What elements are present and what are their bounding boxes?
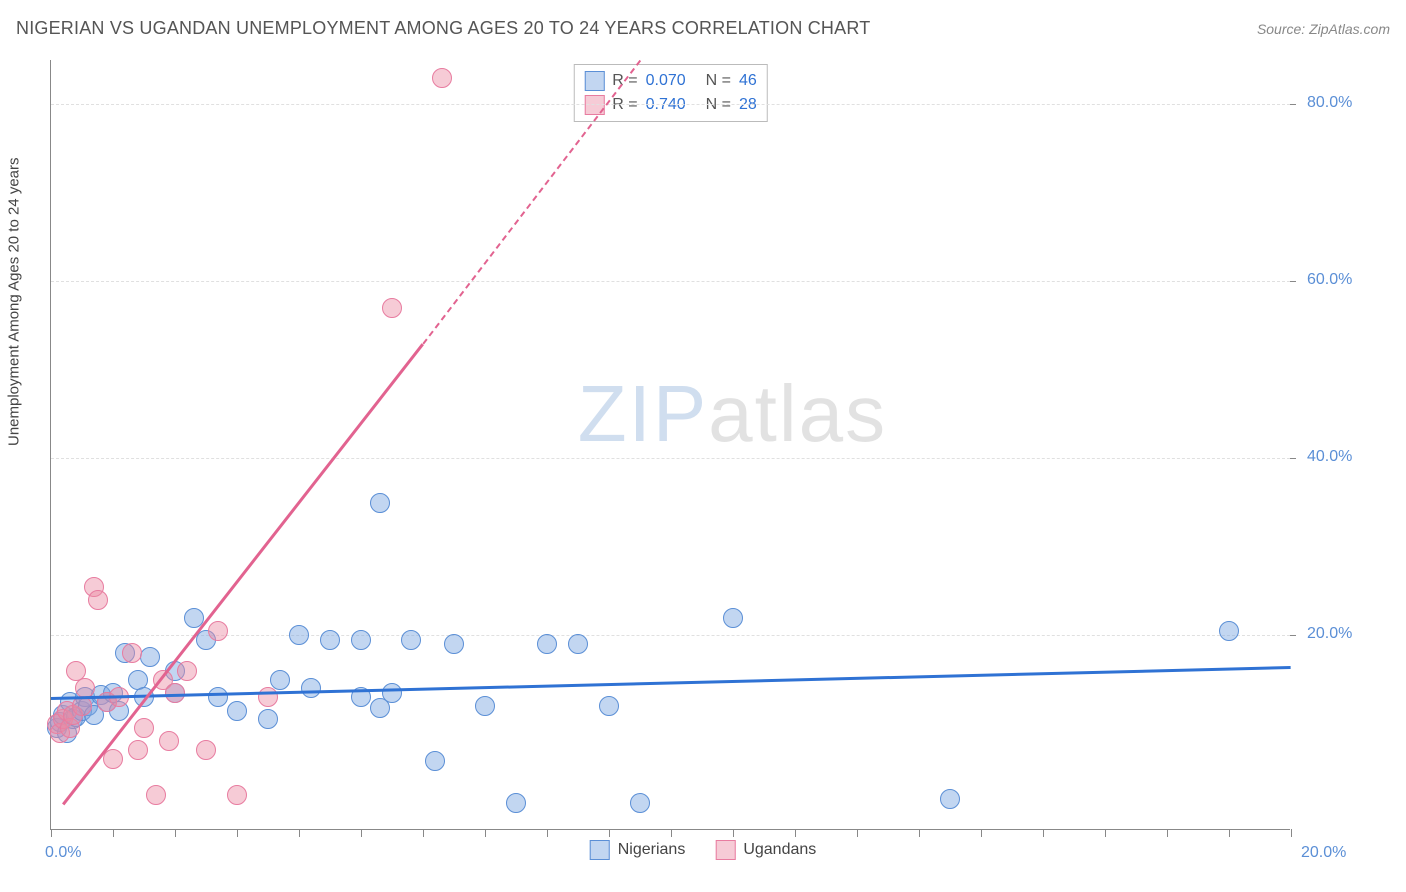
x-tick bbox=[857, 829, 858, 837]
data-point bbox=[227, 701, 247, 721]
x-tick bbox=[671, 829, 672, 837]
y-tick bbox=[1290, 635, 1296, 636]
data-point bbox=[475, 696, 495, 716]
data-point bbox=[444, 634, 464, 654]
x-tick bbox=[237, 829, 238, 837]
plot-area: ZIPatlas R = 0.070 N = 46 R = 0.740 N = … bbox=[50, 60, 1290, 830]
x-tick bbox=[299, 829, 300, 837]
legend-r-value: 0.070 bbox=[646, 72, 698, 90]
data-point bbox=[301, 678, 321, 698]
y-tick-label: 20.0% bbox=[1307, 625, 1352, 643]
y-tick bbox=[1290, 281, 1296, 282]
y-tick-label: 80.0% bbox=[1307, 94, 1352, 112]
chart-header: NIGERIAN VS UGANDAN UNEMPLOYMENT AMONG A… bbox=[16, 18, 1390, 39]
legend-stats-row: R = 0.070 N = 46 bbox=[584, 69, 756, 93]
data-point bbox=[351, 630, 371, 650]
data-point bbox=[146, 785, 166, 805]
legend-swatch bbox=[584, 71, 604, 91]
x-tick bbox=[51, 829, 52, 837]
legend-n-label: N = bbox=[706, 72, 731, 90]
chart-source: Source: ZipAtlas.com bbox=[1257, 21, 1390, 37]
gridline bbox=[51, 104, 1290, 105]
data-point bbox=[159, 731, 179, 751]
legend-item: Nigerians bbox=[590, 840, 686, 860]
legend-swatch bbox=[590, 840, 610, 860]
data-point bbox=[128, 740, 148, 760]
x-tick bbox=[733, 829, 734, 837]
x-tick bbox=[361, 829, 362, 837]
data-point bbox=[537, 634, 557, 654]
chart-title: NIGERIAN VS UGANDAN UNEMPLOYMENT AMONG A… bbox=[16, 18, 870, 39]
y-axis-title: Unemployment Among Ages 20 to 24 years bbox=[6, 157, 23, 446]
legend-label: Nigerians bbox=[618, 841, 686, 859]
data-point bbox=[506, 793, 526, 813]
data-point bbox=[382, 298, 402, 318]
x-tick bbox=[919, 829, 920, 837]
x-tick bbox=[795, 829, 796, 837]
x-tick bbox=[175, 829, 176, 837]
x-tick bbox=[547, 829, 548, 837]
data-point bbox=[258, 687, 278, 707]
x-tick-label: 0.0% bbox=[45, 844, 81, 862]
data-point bbox=[177, 661, 197, 681]
legend-stats: R = 0.070 N = 46 R = 0.740 N = 28 bbox=[573, 64, 767, 122]
y-tick-label: 40.0% bbox=[1307, 448, 1352, 466]
y-tick bbox=[1290, 458, 1296, 459]
data-point bbox=[425, 751, 445, 771]
data-point bbox=[432, 68, 452, 88]
x-tick bbox=[1229, 829, 1230, 837]
data-point bbox=[103, 749, 123, 769]
y-tick bbox=[1290, 104, 1296, 105]
data-point bbox=[72, 696, 92, 716]
trend-line bbox=[62, 344, 424, 806]
gridline bbox=[51, 635, 1290, 636]
x-tick bbox=[609, 829, 610, 837]
data-point bbox=[196, 740, 216, 760]
y-tick-label: 60.0% bbox=[1307, 271, 1352, 289]
legend-swatch bbox=[715, 840, 735, 860]
data-point bbox=[370, 493, 390, 513]
x-tick-label: 20.0% bbox=[1301, 844, 1346, 862]
data-point bbox=[382, 683, 402, 703]
watermark-zip: ZIP bbox=[578, 369, 708, 458]
gridline bbox=[51, 458, 1290, 459]
data-point bbox=[568, 634, 588, 654]
data-point bbox=[208, 621, 228, 641]
data-point bbox=[599, 696, 619, 716]
legend-n-value: 46 bbox=[739, 72, 757, 90]
data-point bbox=[208, 687, 228, 707]
data-point bbox=[140, 647, 160, 667]
gridline bbox=[51, 281, 1290, 282]
x-tick bbox=[1105, 829, 1106, 837]
data-point bbox=[401, 630, 421, 650]
data-point bbox=[723, 608, 743, 628]
data-point bbox=[258, 709, 278, 729]
data-point bbox=[630, 793, 650, 813]
data-point bbox=[227, 785, 247, 805]
legend-item: Ugandans bbox=[715, 840, 816, 860]
trend-line bbox=[51, 666, 1291, 699]
data-point bbox=[88, 590, 108, 610]
data-point bbox=[134, 718, 154, 738]
watermark-atlas: atlas bbox=[708, 369, 887, 458]
data-point bbox=[270, 670, 290, 690]
legend-label: Ugandans bbox=[743, 841, 816, 859]
x-tick bbox=[1291, 829, 1292, 837]
x-tick bbox=[423, 829, 424, 837]
data-point bbox=[940, 789, 960, 809]
data-point bbox=[122, 643, 142, 663]
data-point bbox=[1219, 621, 1239, 641]
x-tick bbox=[113, 829, 114, 837]
legend-bottom: Nigerians Ugandans bbox=[590, 840, 817, 860]
x-tick bbox=[1043, 829, 1044, 837]
trend-line bbox=[422, 60, 640, 344]
data-point bbox=[320, 630, 340, 650]
x-tick bbox=[1167, 829, 1168, 837]
x-tick bbox=[485, 829, 486, 837]
watermark: ZIPatlas bbox=[578, 368, 887, 460]
data-point bbox=[289, 625, 309, 645]
x-tick bbox=[981, 829, 982, 837]
